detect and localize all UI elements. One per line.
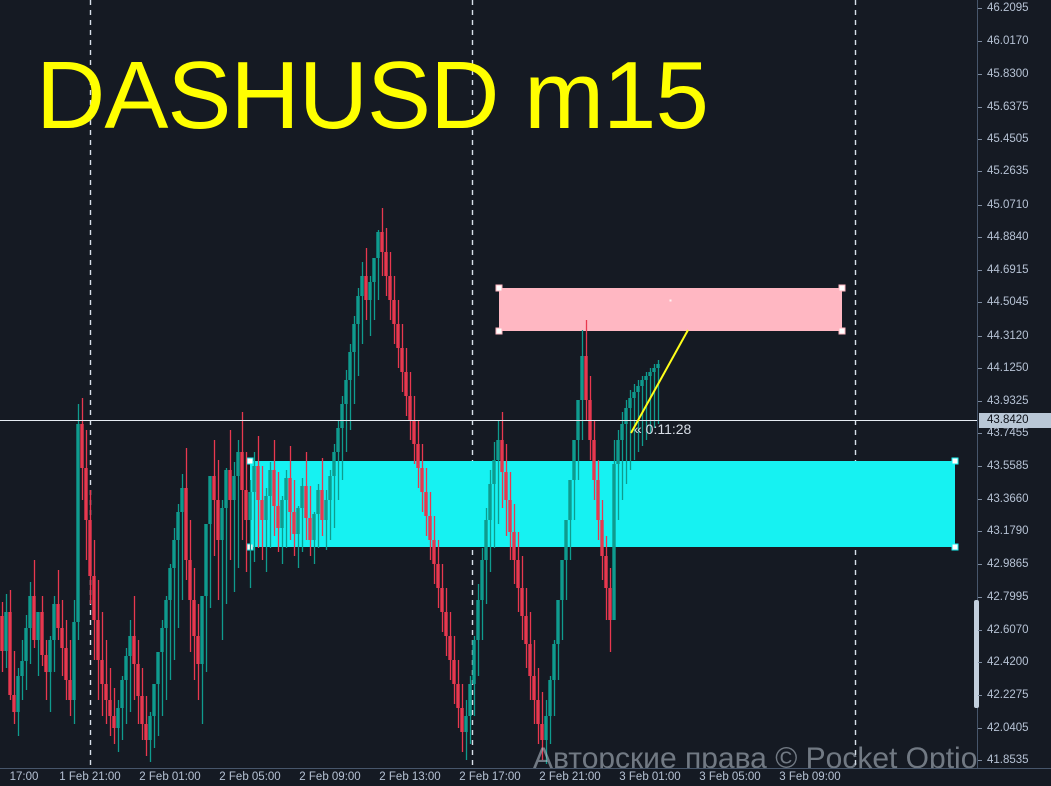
chart-title-label: DASHUSD m15 <box>36 42 709 149</box>
price-tick-label: 44.1250 <box>978 361 1029 375</box>
price-tick-label: 42.6070 <box>978 623 1029 637</box>
price-tick-label: 46.0170 <box>978 34 1029 48</box>
time-tick-label: 3 Feb 01:00 <box>619 771 681 783</box>
time-tick-label: 2 Feb 13:00 <box>379 771 441 783</box>
time-tick-label: 2 Feb 21:00 <box>539 771 601 783</box>
price-tick-label: 43.7455 <box>978 426 1029 440</box>
price-tick-label: 43.5585 <box>978 459 1029 473</box>
time-tick-label: 3 Feb 05:00 <box>699 771 761 783</box>
candle-countdown-label: « 0:11:28 <box>634 421 692 437</box>
price-tick-label: 44.3120 <box>978 329 1029 343</box>
time-tick-label: 1 Feb 21:00 <box>59 771 121 783</box>
trendline-arrow[interactable] <box>630 329 689 434</box>
price-tick-label: 45.4505 <box>978 132 1029 146</box>
price-tick-label: 45.0710 <box>978 198 1029 212</box>
price-axis[interactable]: 46.2095 46.0170 45.8300 45.6375 45.4505 45.26… <box>974 0 1051 768</box>
price-tick-label: 44.6915 <box>978 263 1029 277</box>
candle-series <box>0 208 660 764</box>
time-tick-label: 17:00 <box>9 771 39 783</box>
price-tick-label: 43.3660 <box>978 492 1029 506</box>
price-tick-label: 46.2095 <box>978 1 1029 15</box>
price-tick-label: 42.9865 <box>978 557 1029 571</box>
chart-plot-area[interactable]: DASHUSD m15 « 0:11:28 Авторские права © … <box>0 0 977 768</box>
price-tick-label: 42.4200 <box>978 655 1029 669</box>
price-tick-label: 44.5045 <box>978 295 1029 309</box>
copyright-watermark: Авторские права © Pocket Option <box>533 742 977 769</box>
price-tick-label: 44.8840 <box>978 230 1029 244</box>
price-tick-label: 45.2635 <box>978 164 1029 178</box>
price-tick-label: 41.8535 <box>978 753 1029 767</box>
price-tick-label: 43.9325 <box>978 394 1029 408</box>
price-tick-label: 43.1790 <box>978 524 1029 538</box>
price-axis-scroll-thumb[interactable] <box>974 600 979 708</box>
current-price-badge: 43.8420 <box>979 413 1051 428</box>
time-tick-label: 3 Feb 09:00 <box>779 771 841 783</box>
time-tick-label: 2 Feb 05:00 <box>219 771 281 783</box>
time-tick-label: 2 Feb 01:00 <box>139 771 201 783</box>
time-axis[interactable]: 17:00 1 Feb 21:00 2 Feb 01:00 2 Feb 05:00 2 … <box>0 768 1051 786</box>
price-tick-label: 42.0405 <box>978 721 1029 735</box>
price-tick-label: 42.2275 <box>978 688 1029 702</box>
candlestick-canvas <box>0 0 977 768</box>
time-tick-label: 2 Feb 09:00 <box>299 771 361 783</box>
price-tick-label: 42.7995 <box>978 590 1029 604</box>
price-tick-label: 45.6375 <box>978 100 1029 114</box>
time-tick-label: 2 Feb 17:00 <box>459 771 521 783</box>
price-tick-label: 45.8300 <box>978 67 1029 81</box>
